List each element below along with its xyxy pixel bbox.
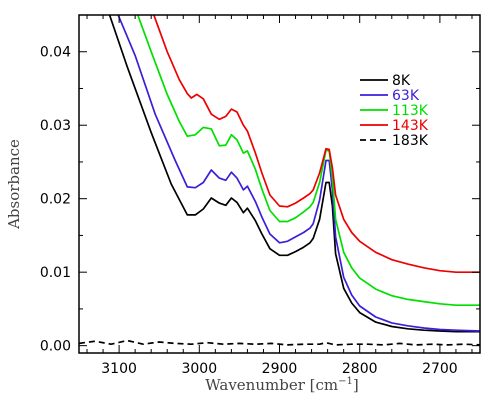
x-axis-title: Wavenumber [cm−1] <box>205 376 358 394</box>
y-tick-label: 0.00 <box>40 339 71 355</box>
series-line-113K <box>136 15 480 307</box>
legend-label-143K: 143K <box>392 118 429 134</box>
y-tick-label: 0.02 <box>40 192 71 208</box>
y-tick-label: 0.03 <box>40 118 71 134</box>
legend-label-183K: 183K <box>392 133 429 149</box>
series-line-143K <box>152 15 480 274</box>
legend-label-63K: 63K <box>392 88 420 104</box>
x-tick-label: 2900 <box>262 361 298 377</box>
x-tick-label: 2700 <box>422 361 458 377</box>
series-line-8K <box>108 15 480 333</box>
x-tick-label: 2800 <box>342 361 378 377</box>
series-line-63K <box>117 15 480 332</box>
y-tick-label: 0.01 <box>40 265 71 281</box>
y-axis-title: Absorbance <box>5 139 23 230</box>
series-line-183K <box>79 339 480 346</box>
y-tick-label: 0.04 <box>40 45 71 61</box>
x-tick-label: 3000 <box>181 361 217 377</box>
legend-label-8K: 8K <box>392 73 411 89</box>
legend-label-113K: 113K <box>392 103 429 119</box>
x-tick-label: 3100 <box>101 361 137 377</box>
